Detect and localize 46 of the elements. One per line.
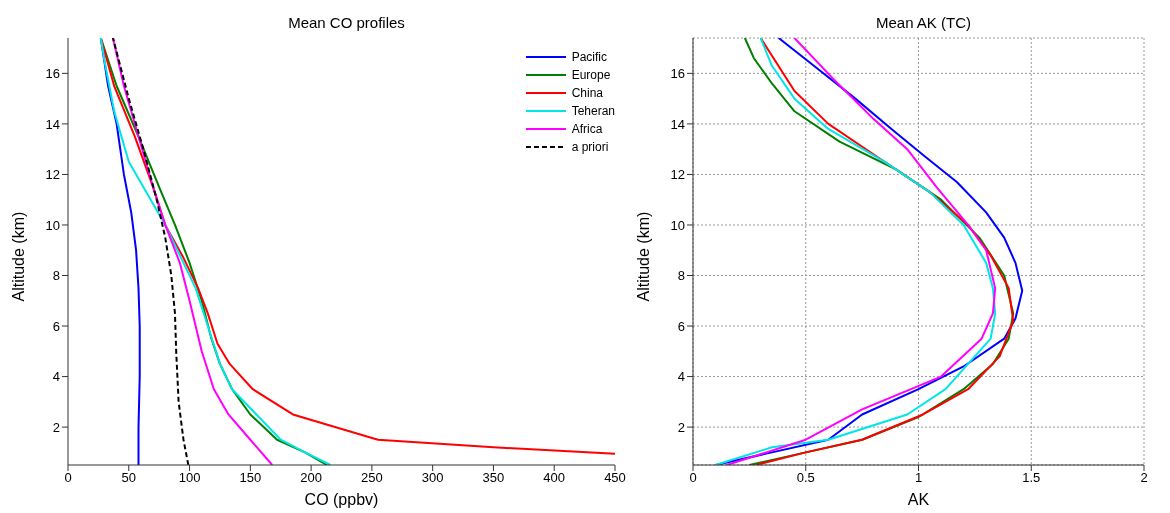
x-axis-title: CO (ppbv) — [304, 491, 379, 508]
x-tick-label: 0 — [689, 470, 697, 486]
x-tick-label: 0 — [64, 470, 72, 486]
y-tick-label: 12 — [670, 167, 685, 183]
y-axis-title: Altitude (km) — [634, 211, 652, 302]
y-tick-label: 16 — [670, 65, 685, 81]
y-tick-label: 12 — [45, 167, 60, 183]
legend-label: a priori — [571, 140, 609, 154]
legend-label: Pacific — [571, 50, 607, 64]
x-tick-label: 350 — [482, 470, 505, 486]
x-axis-title: AK — [907, 491, 930, 508]
y-tick-label: 14 — [670, 116, 685, 132]
y-tick-label: 16 — [45, 65, 60, 81]
line-series — [111, 38, 190, 465]
legend-label: China — [571, 86, 603, 100]
y-tick-label: 10 — [45, 217, 60, 233]
line-series — [99, 38, 615, 455]
y-tick-label: 6 — [677, 318, 685, 334]
x-tick-label: 0.5 — [796, 470, 815, 486]
chart-title: Mean AK (TC) — [875, 14, 972, 31]
x-tick-label: 150 — [239, 470, 262, 486]
x-tick-label: 450 — [604, 470, 626, 486]
y-tick-label: 4 — [52, 369, 60, 385]
x-tick-label: 300 — [421, 470, 444, 486]
x-tick-label: 100 — [178, 470, 201, 486]
x-tick-label: 400 — [543, 470, 566, 486]
y-tick-label: 8 — [52, 268, 60, 284]
legend-label: Africa — [571, 122, 603, 136]
line-series — [111, 38, 274, 465]
y-tick-label: 10 — [670, 217, 685, 233]
x-tick-label: 250 — [361, 470, 383, 486]
y-tick-label: 6 — [52, 318, 60, 334]
x-tick-label: 1 — [914, 470, 923, 486]
chart-title: Mean CO profiles — [287, 14, 406, 31]
x-tick-label: 50 — [121, 470, 137, 486]
x-tick-label: 200 — [300, 470, 322, 486]
y-tick-label: 4 — [677, 369, 685, 385]
legend-label: Europe — [571, 68, 611, 82]
y-tick-label: 2 — [677, 419, 685, 435]
y-axis-title: Altitude (km) — [9, 211, 27, 302]
x-tick-label: 1.5 — [1022, 470, 1041, 486]
y-tick-label: 8 — [677, 268, 685, 284]
x-tick-label: 2 — [1140, 470, 1148, 486]
legend-label: Teheran — [571, 104, 615, 118]
y-tick-label: 2 — [52, 419, 60, 435]
y-tick-label: 14 — [45, 116, 60, 132]
